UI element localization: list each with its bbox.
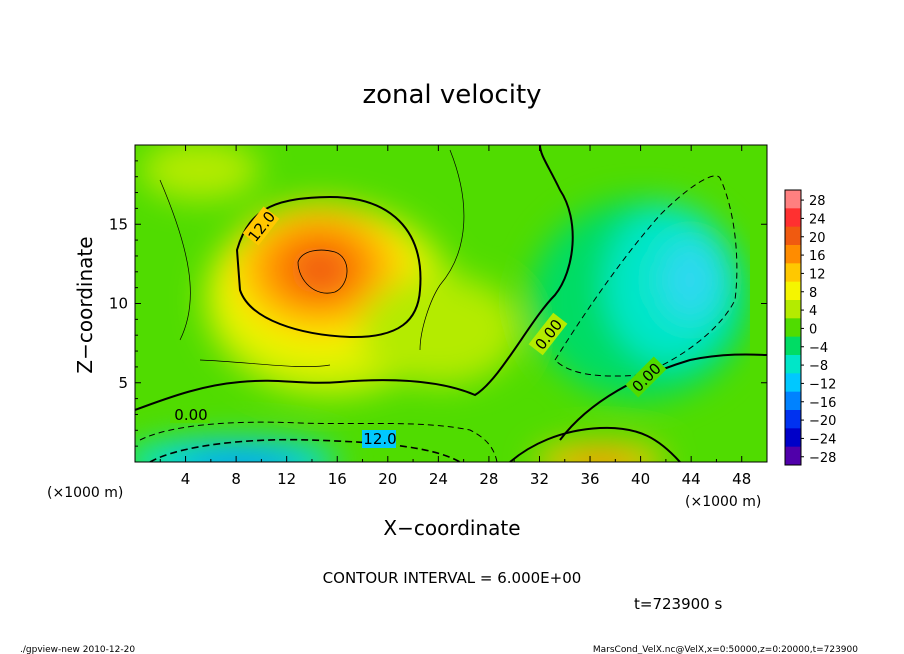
y-unit-label: (×1000 m): [685, 494, 761, 510]
x-tick-label: 12: [277, 470, 296, 488]
contour-line: [135, 145, 574, 411]
colorbar-swatch: [785, 245, 801, 264]
colorbar-label: 12: [809, 267, 826, 282]
x-tick-label: 36: [580, 470, 599, 488]
colorbar-swatch: [785, 428, 801, 448]
colorbar-swatch: [785, 410, 801, 429]
colorbar-swatch: [785, 373, 801, 393]
colorbar-label: 24: [809, 212, 826, 227]
x-tick-label: 16: [328, 470, 347, 488]
contour-interval-note: CONTOUR INTERVAL = 6.000E+00: [323, 569, 582, 587]
y-tick-label: 5: [118, 374, 128, 392]
colorbar: 28 24 20 16 12 8 4 0 −4 −8 −12 −16 −20 −24 −28: [784, 189, 836, 466]
chart-title: zonal velocity: [362, 80, 541, 110]
colorbar-swatch: [785, 300, 801, 319]
colorbar-swatch: [785, 281, 801, 301]
y-axis-label: Z−coordinate: [73, 236, 97, 373]
colorbar-swatch: [785, 391, 801, 411]
x-tick-label: 8: [231, 470, 241, 488]
contour-line: [509, 426, 681, 462]
colorbar-swatch: [785, 226, 801, 246]
footer-right: MarsCond_VelX.nc@VelX,x=0:50000,z=0:2000…: [593, 645, 858, 654]
contour-line: [149, 438, 461, 462]
colorbar-swatch: [785, 263, 801, 283]
colorbar-label: 28: [809, 194, 826, 209]
colorbar-swatch: [785, 446, 801, 466]
colorbar-swatch: [785, 190, 801, 209]
contour-line: [159, 149, 465, 367]
x-tick-label: 32: [530, 470, 549, 488]
colorbar-label: −24: [809, 432, 836, 447]
colorbar-swatch: [785, 208, 801, 228]
footer-left: ./gpview-new 2010-12-20: [20, 645, 135, 654]
colorbar-label: −28: [809, 451, 836, 466]
colorbar-swatch: [785, 355, 801, 374]
colorbar-swatch: [785, 318, 801, 338]
x-unit-label: (×1000 m): [47, 485, 123, 501]
colorbar-label: −8: [809, 359, 828, 374]
colorbar-label: −20: [809, 414, 836, 429]
x-tick-label: 48: [732, 470, 751, 488]
y-tick-label: 15: [109, 215, 128, 233]
x-tick-label: 4: [181, 470, 191, 488]
heatmap-field: [135, 145, 767, 462]
contour-line: [297, 249, 348, 294]
time-label: t=723900 s: [634, 595, 722, 613]
x-tick-label: 24: [429, 470, 448, 488]
colorbar-label: −4: [809, 341, 828, 356]
colorbar-label: −12: [809, 377, 836, 392]
colorbar-label: −16: [809, 396, 836, 411]
colorbar-label: 8: [809, 286, 817, 301]
colorbar-frame: [784, 189, 802, 466]
colorbar-label: 16: [809, 249, 826, 264]
contour-label: 0.00: [174, 406, 207, 424]
x-axis-label: X−coordinate: [383, 516, 520, 540]
colorbar-label: 4: [809, 304, 817, 319]
colorbar-label: 20: [809, 231, 826, 246]
contour-line: [235, 195, 422, 339]
x-tick-label: 44: [682, 470, 701, 488]
x-tick-label: 28: [479, 470, 498, 488]
contour-label: 12.0: [363, 430, 396, 448]
colorbar-label: 0: [809, 322, 817, 337]
colorbar-swatch: [785, 336, 801, 356]
y-tick-label: 10: [109, 295, 128, 313]
x-axis: 4 8 12 16 20 24 28 32 36 40 44 48: [159, 145, 751, 488]
x-tick-label: 40: [631, 470, 650, 488]
contour-line: [559, 353, 767, 441]
x-tick-label: 20: [378, 470, 397, 488]
y-axis: 5 10 15: [109, 160, 767, 447]
